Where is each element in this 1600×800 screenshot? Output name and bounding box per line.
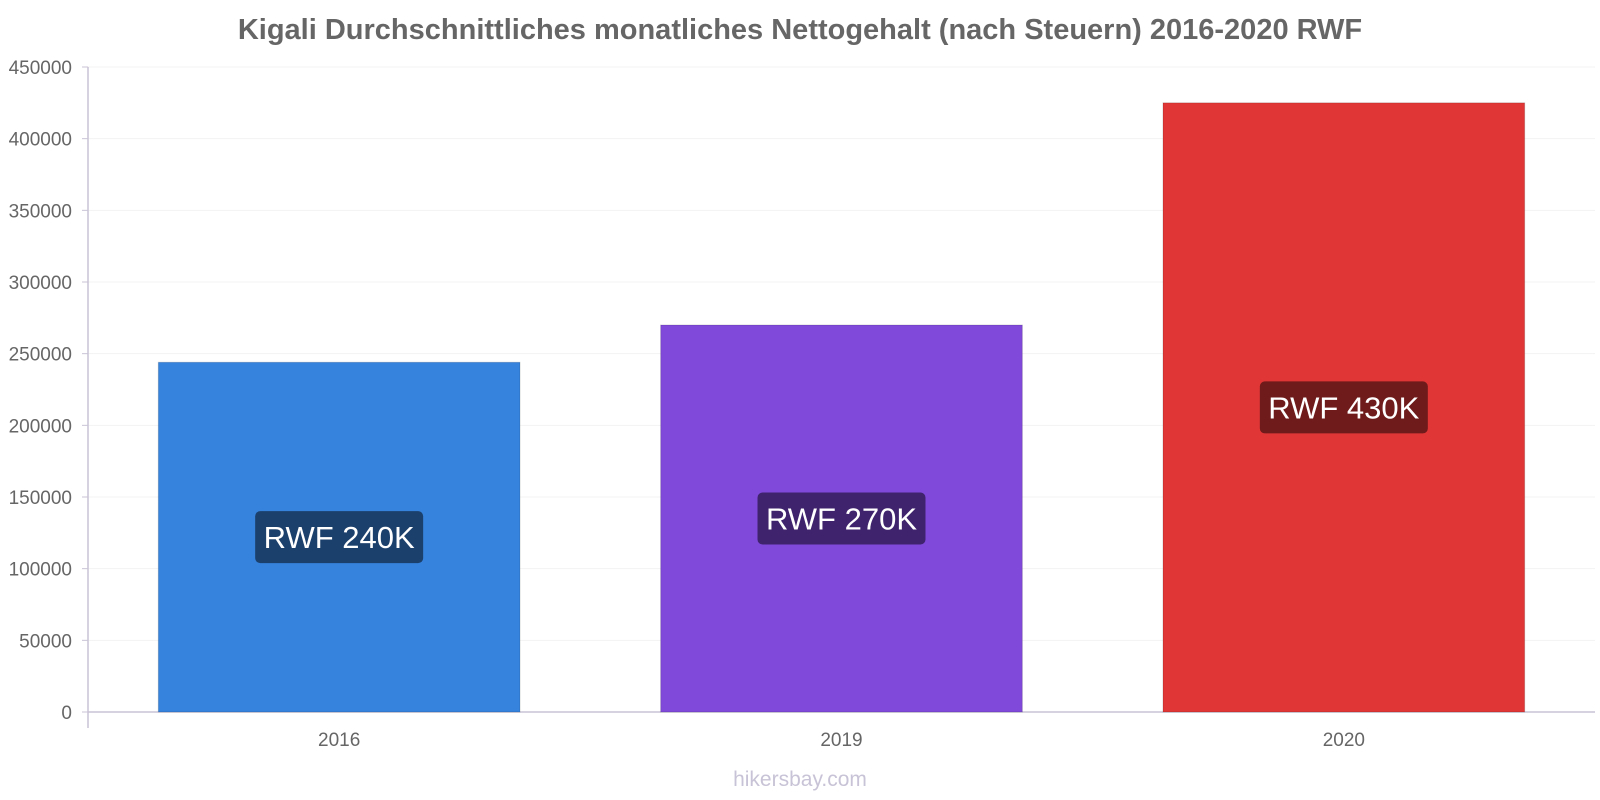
- data-label: RWF 240K: [264, 520, 415, 555]
- y-tick-label: 100000: [9, 560, 72, 581]
- y-tick-label: 150000: [9, 488, 72, 509]
- x-tick-label: 2020: [1323, 730, 1365, 751]
- y-tick-label: 200000: [9, 416, 72, 437]
- y-tick-label: 250000: [9, 345, 72, 366]
- y-tick-label: 50000: [19, 631, 72, 652]
- y-tick-label: 400000: [9, 130, 72, 151]
- data-label-box: [1259, 381, 1428, 434]
- data-label-box: [757, 492, 926, 545]
- y-tick-label: 350000: [9, 201, 72, 222]
- watermark: hikersbay.com: [733, 768, 867, 791]
- x-tick-label: 2019: [820, 730, 862, 751]
- y-tick-label: 450000: [9, 58, 72, 79]
- y-tick-label: 300000: [9, 273, 72, 294]
- x-tick-label: 2016: [318, 730, 360, 751]
- y-tick-label: 0: [61, 703, 72, 724]
- data-label-box: [255, 511, 424, 564]
- data-label: RWF 430K: [1268, 390, 1419, 425]
- data-label: RWF 270K: [766, 502, 917, 537]
- chart-title: Kigali Durchschnittliches monatliches Ne…: [237, 14, 1363, 46]
